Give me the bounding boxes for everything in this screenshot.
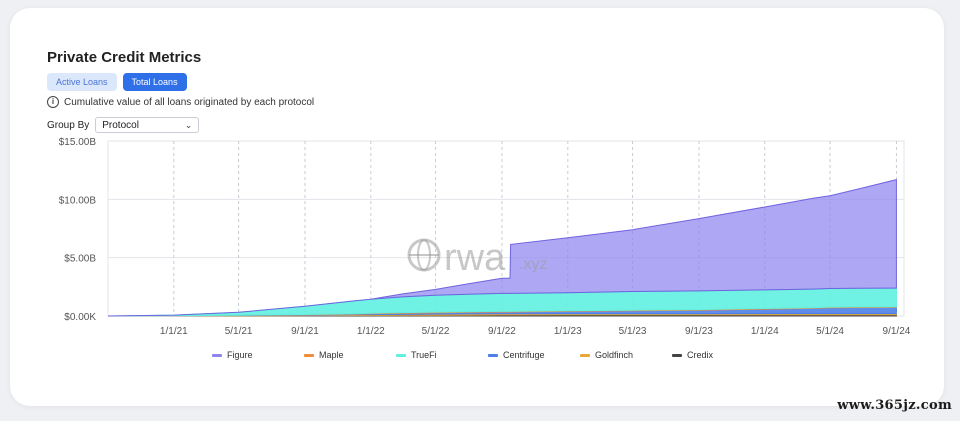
series-areas bbox=[107, 178, 897, 317]
tab-active-loans[interactable]: Active Loans bbox=[47, 73, 117, 91]
legend-label: Figure bbox=[227, 350, 253, 360]
y-tick-label: $5.00B bbox=[64, 254, 96, 265]
y-tick-label: $15.00B bbox=[59, 137, 97, 148]
chart-description: i Cumulative value of all loans originat… bbox=[47, 96, 314, 108]
y-tick-label: $0.00K bbox=[64, 312, 96, 323]
x-tick-label: 9/1/23 bbox=[685, 326, 713, 337]
x-tick-label: 9/1/21 bbox=[291, 326, 319, 337]
loan-type-tabs: Active Loans Total Loans bbox=[47, 73, 187, 91]
group-by-control: Group By Protocol ⌄ bbox=[47, 117, 200, 133]
site-watermark: www.365jz.com bbox=[837, 398, 952, 413]
legend-item-credix[interactable]: Credix bbox=[672, 350, 764, 360]
group-by-value: Protocol bbox=[102, 119, 139, 131]
x-tick-label: 5/1/22 bbox=[422, 326, 450, 337]
chevron-down-icon: ⌄ bbox=[184, 119, 193, 130]
x-tick-label: 9/1/22 bbox=[488, 326, 516, 337]
legend-swatch bbox=[212, 353, 222, 357]
x-tick-label: 9/1/24 bbox=[883, 326, 911, 337]
legend-label: Credix bbox=[687, 350, 714, 360]
watermark-logo-text: rwa bbox=[444, 237, 506, 279]
legend-item-maple[interactable]: Maple bbox=[304, 350, 396, 360]
x-tick-label: 1/1/21 bbox=[160, 326, 188, 337]
x-tick-label: 5/1/23 bbox=[619, 326, 647, 337]
legend-label: Centrifuge bbox=[503, 350, 545, 360]
legend-swatch bbox=[672, 353, 682, 357]
y-tick-label: $10.00B bbox=[59, 195, 97, 206]
legend-item-centrifuge[interactable]: Centrifuge bbox=[488, 350, 580, 360]
tab-total-loans[interactable]: Total Loans bbox=[122, 73, 187, 91]
page-title: Private Credit Metrics bbox=[47, 49, 202, 66]
group-by-label: Group By bbox=[47, 119, 90, 131]
legend-item-truefi[interactable]: TrueFi bbox=[396, 350, 488, 360]
legend-label: Maple bbox=[319, 350, 344, 360]
legend-swatch bbox=[396, 353, 406, 357]
x-tick-label: 1/1/24 bbox=[751, 326, 779, 337]
legend-swatch bbox=[488, 353, 498, 357]
group-by-select[interactable]: Protocol ⌄ bbox=[95, 117, 200, 133]
watermark-logo-suffix: .xyz bbox=[519, 256, 547, 273]
legend-item-figure[interactable]: Figure bbox=[212, 350, 304, 360]
x-tick-label: 5/1/24 bbox=[816, 326, 844, 337]
legend-item-goldfinch[interactable]: Goldfinch bbox=[580, 350, 672, 360]
x-tick-label: 1/1/22 bbox=[357, 326, 385, 337]
legend-swatch bbox=[304, 353, 314, 357]
x-tick-label: 5/1/21 bbox=[225, 326, 253, 337]
info-icon[interactable]: i bbox=[47, 96, 59, 108]
area-figure[interactable] bbox=[107, 178, 897, 317]
info-text: Cumulative value of all loans originated… bbox=[64, 96, 315, 108]
legend-label: Goldfinch bbox=[595, 350, 634, 360]
legend-label: TrueFi bbox=[411, 350, 437, 360]
legend-swatch bbox=[580, 353, 590, 357]
chart-legend: Figure Maple TrueFi Centrifuge Goldfinch Cred… bbox=[212, 350, 764, 360]
rwa-watermark: rwa .xyz bbox=[407, 237, 547, 279]
axes: $0.00K $5.00B $10.00B $15.00B 1/1/21 5/1/21 9/… bbox=[59, 137, 911, 337]
x-tick-label: 1/1/23 bbox=[554, 326, 582, 337]
